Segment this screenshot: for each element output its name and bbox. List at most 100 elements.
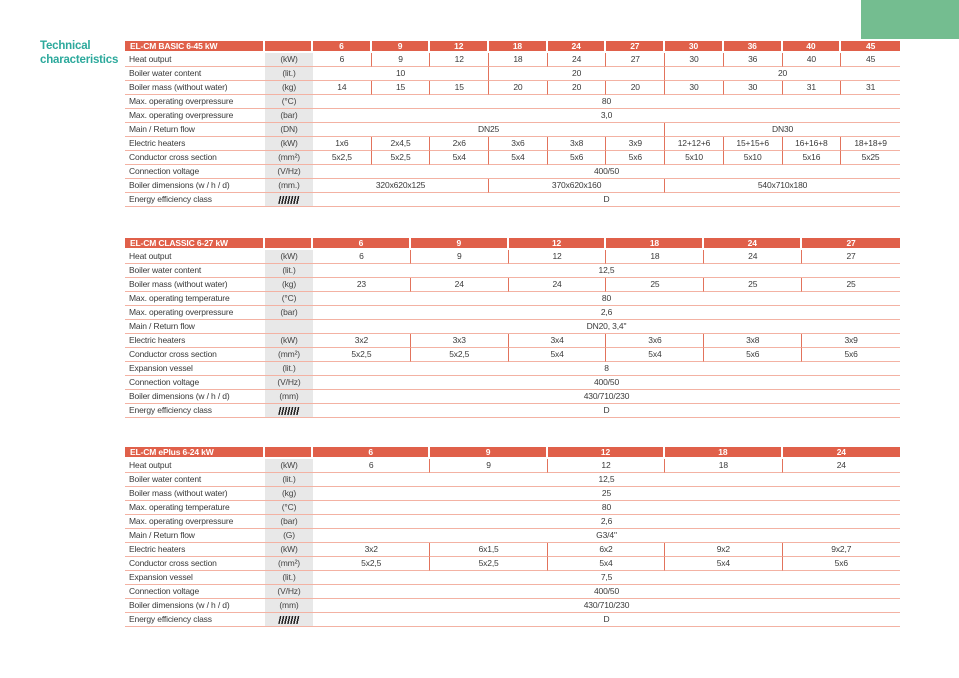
value-cell: 5x4 <box>665 557 783 571</box>
row-label: Expansion vessel <box>125 362 265 376</box>
value-cell: 45 <box>841 53 900 67</box>
value-cell: 9 <box>410 250 509 264</box>
table-row: Conductor cross section (mm²) 5x2,5 5x2,5 5x… <box>125 151 900 165</box>
table-header-row: EL-CM ePlus 6-24 kW 6 9 12 18 24 <box>125 447 900 459</box>
value-cell: 2x4,5 <box>371 137 431 151</box>
value-cell: 27 <box>606 53 666 67</box>
value-cell: 540x710x180 <box>665 179 900 193</box>
value-cell: 6x1,5 <box>430 543 548 557</box>
value-cell: 8 <box>313 362 900 376</box>
row-unit: (lit.) <box>265 571 313 585</box>
value-cell: 27 <box>802 250 900 264</box>
table-header-row: EL-CM CLASSIC 6-27 kW 6 9 12 18 24 27 <box>125 238 900 250</box>
row-label: Boiler water content <box>125 264 265 278</box>
unit-column-header <box>265 41 314 53</box>
value-cell: 5x10 <box>723 151 783 165</box>
table-row: Boiler dimensions (w / h / d) (mm.) 320x62… <box>125 179 900 193</box>
value-cell: 31 <box>841 81 900 95</box>
value-cell: 7,5 <box>313 571 900 585</box>
row-unit <box>265 613 313 627</box>
row-label: Connection voltage <box>125 585 265 599</box>
column-header: 9 <box>371 41 431 53</box>
value-cell: 10 <box>313 67 490 81</box>
row-label: Max. operating overpressure <box>125 95 266 109</box>
table-row: Conductor cross section (mm²) 5x2,5 5x2,5 5x… <box>125 557 900 571</box>
row-label: Max. operating temperature <box>125 501 265 515</box>
green-decoration <box>861 0 959 39</box>
table-row: Boiler mass (without water) (kg) 23 24 24 25 2… <box>125 278 900 292</box>
value-cell: 9x2,7 <box>782 543 900 557</box>
row-label: Boiler water content <box>125 473 265 487</box>
column-header: 18 <box>489 41 548 53</box>
column-header: 27 <box>606 41 666 53</box>
row-unit: (V/Hz) <box>265 376 313 390</box>
value-cell: D <box>313 193 900 207</box>
value-cell: 18+18+9 <box>841 137 900 151</box>
table-row: Max. operating overpressure (bar) 2,6 <box>125 306 900 320</box>
value-cell: 400/50 <box>313 376 900 390</box>
spec-table: EL-CM ePlus 6-24 kW 6 9 12 18 24 Heat output (k… <box>125 447 900 627</box>
row-unit: (V/Hz) <box>265 585 313 599</box>
value-cell: 30 <box>665 81 724 95</box>
value-cell: 20 <box>489 81 548 95</box>
value-cell: D <box>313 404 900 418</box>
row-label: Max. operating temperature <box>125 292 265 306</box>
table-row: Main / Return flow (G) G3/4" <box>125 529 900 543</box>
row-unit: (DN) <box>265 123 314 137</box>
row-unit: (kW) <box>265 543 313 557</box>
value-cell: G3/4" <box>313 529 900 543</box>
value-cell: 80 <box>313 501 900 515</box>
value-cell: 20 <box>606 81 666 95</box>
value-cell: 1x6 <box>313 137 372 151</box>
table-row: Max. operating temperature (°C) 80 <box>125 501 900 515</box>
column-header: 24 <box>782 447 900 459</box>
row-label: Boiler mass (without water) <box>125 487 265 501</box>
value-cell: 9 <box>371 53 431 67</box>
column-header: 18 <box>606 238 705 250</box>
value-cell: 400/50 <box>313 585 900 599</box>
column-header: 12 <box>508 238 607 250</box>
value-cell: 5x10 <box>665 151 724 165</box>
value-cell: 15+15+6 <box>723 137 783 151</box>
row-unit: (kg) <box>265 278 313 292</box>
row-label: Boiler water content <box>125 67 266 81</box>
value-cell: 5x2,5 <box>313 348 411 362</box>
row-unit: (bar) <box>265 306 313 320</box>
column-header: 27 <box>802 238 900 250</box>
value-cell: 25 <box>704 278 803 292</box>
column-header: 45 <box>841 41 900 53</box>
table-row: Boiler dimensions (w / h / d) (mm) 430/710… <box>125 390 900 404</box>
barcode-icon <box>278 615 300 624</box>
value-cell: 5x6 <box>802 348 900 362</box>
row-label: Boiler mass (without water) <box>125 278 265 292</box>
row-label: Energy efficiency class <box>125 613 265 627</box>
table-row: Boiler mass (without water) (kg) 14 15 15 20 2… <box>125 81 900 95</box>
row-unit <box>265 320 313 334</box>
row-unit: (kg) <box>265 487 313 501</box>
value-cell: 80 <box>313 292 900 306</box>
row-label: Heat output <box>125 459 265 473</box>
value-cell: 5x16 <box>782 151 842 165</box>
row-unit <box>265 193 314 207</box>
value-cell: 40 <box>782 53 842 67</box>
row-label: Boiler dimensions (w / h / d) <box>125 390 265 404</box>
row-label: Conductor cross section <box>125 557 265 571</box>
value-cell: 5x25 <box>841 151 900 165</box>
row-unit: (°C) <box>265 501 313 515</box>
value-cell: 430/710/230 <box>313 599 900 613</box>
row-label: Electric heaters <box>125 334 265 348</box>
column-header: 36 <box>723 41 783 53</box>
table-row: Connection voltage (V/Hz) 400/50 <box>125 165 900 179</box>
value-cell: 370x620x160 <box>489 179 666 193</box>
value-cell: 3x4 <box>508 334 607 348</box>
table-row: Electric heaters (kW) 3x2 3x3 3x4 3x6 3x8 3x9 <box>125 334 900 348</box>
value-cell: 3x8 <box>547 137 607 151</box>
value-cell: 12 <box>430 53 490 67</box>
row-label: Max. operating overpressure <box>125 515 265 529</box>
row-unit: (mm) <box>265 390 313 404</box>
row-unit: (lit.) <box>265 362 313 376</box>
value-cell: 20 <box>489 67 666 81</box>
value-cell: 400/50 <box>313 165 900 179</box>
row-unit: (bar) <box>265 515 313 529</box>
value-cell: 5x6 <box>606 151 666 165</box>
